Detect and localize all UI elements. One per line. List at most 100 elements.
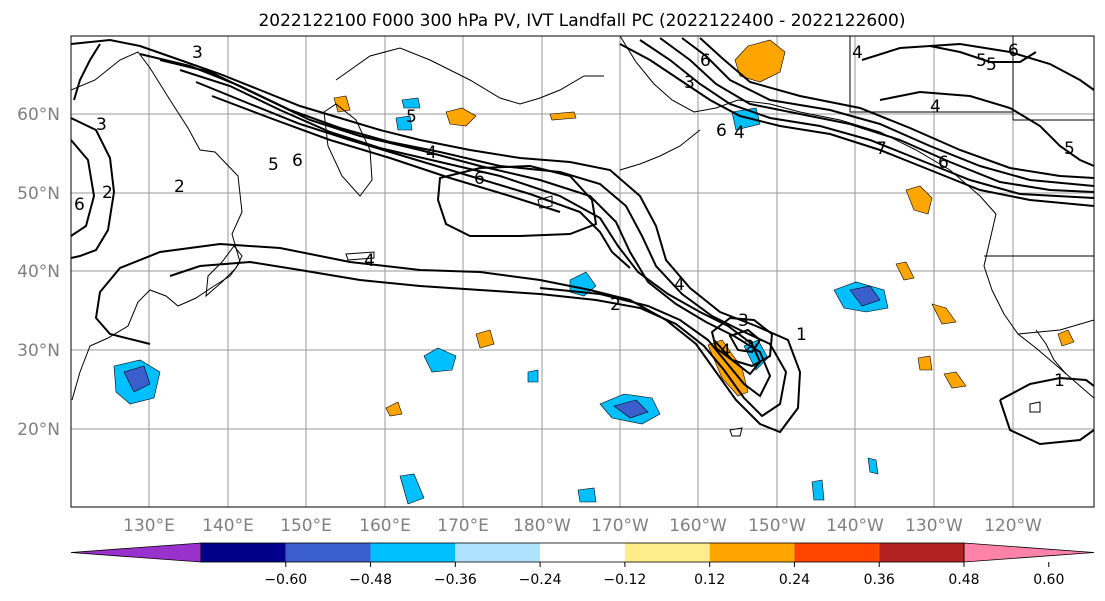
contour-label: 5: [1064, 139, 1075, 159]
pv-contour: [710, 316, 774, 368]
pv-contour: [879, 90, 1094, 167]
pc-negative-area: [811, 479, 825, 501]
pc-positive-area: [905, 185, 933, 215]
colorbar-extend-low: [70, 542, 202, 563]
contour-label: 2: [610, 295, 621, 315]
latitude-labels: 60°N 50°N 40°N 30°N 20°N: [17, 105, 60, 440]
contour-label: 2: [102, 183, 113, 203]
colorbar-swatch: [201, 543, 286, 562]
pc-positive-area: [1057, 329, 1075, 347]
contour-label: 1: [796, 325, 807, 345]
lat-label: 20°N: [17, 420, 60, 440]
colorbar-tick-label: 0.48: [948, 572, 979, 588]
contour-label: 6: [74, 195, 85, 215]
lat-label: 30°N: [17, 341, 60, 361]
contour-label: 5: [268, 155, 279, 175]
colorbar-extend-high: [963, 542, 1095, 563]
lon-label: 130°W: [905, 516, 963, 536]
contour-label: 2: [174, 177, 185, 197]
pv-contour: [929, 45, 1037, 63]
contour-label: 4: [734, 123, 745, 143]
colorbar-tick-label: −0.24: [519, 572, 562, 588]
pc-positive-area: [707, 339, 749, 397]
coastline-chukotka: [335, 47, 604, 105]
contour-label: 3: [684, 73, 695, 93]
colorbar-tick-label: 0.60: [1033, 572, 1064, 588]
contour-label: 3: [96, 115, 107, 135]
lon-label: 160°E: [359, 516, 411, 536]
lon-label: 150°E: [280, 516, 332, 536]
contour-label: 1: [1054, 371, 1065, 391]
pv-contour: [71, 38, 802, 434]
colorbar-tick-label: −0.12: [603, 572, 646, 588]
pc-positive-area: [931, 303, 957, 325]
colorbar-swatch: [370, 543, 456, 562]
coastline-alaska-pen: [619, 129, 701, 171]
contour-label: 3: [738, 311, 749, 331]
lat-label: 50°N: [17, 184, 60, 204]
pc-positive-area: [895, 261, 915, 281]
contour-label: 5: [976, 51, 987, 71]
pc-positive-area: [943, 371, 967, 389]
pc-negative-area: [399, 473, 425, 505]
pv-contour: [699, 37, 1094, 179]
pv-contour: [639, 39, 1094, 199]
coastline-japan: [205, 245, 243, 298]
contour-label: 4: [364, 251, 375, 271]
colorbar-swatch: [455, 543, 541, 562]
contour-label: 4: [720, 341, 731, 361]
pc-negative-area: [613, 399, 649, 419]
pc-positive-area: [445, 107, 477, 127]
colorbar-tick-label: 0.24: [779, 572, 810, 588]
pc-negative-area: [577, 487, 597, 503]
lat-label: 40°N: [17, 262, 60, 282]
colorbar-swatch: [285, 543, 371, 562]
pc-negative-area: [123, 365, 151, 393]
coastline-baja: [1035, 329, 1067, 375]
lon-label: 170°E: [437, 516, 489, 536]
colorbar-swatch: [709, 543, 795, 562]
colorbar-tick-label: −0.60: [264, 572, 307, 588]
pv-contours: [71, 37, 1094, 446]
map-frame: [70, 35, 1095, 508]
colorbar-tick-label: −0.36: [434, 572, 477, 588]
pv-contour: [139, 53, 788, 418]
colorbar-tick-label: −0.48: [349, 572, 392, 588]
coastline-alaska: [619, 36, 997, 215]
pc-positive-area: [475, 329, 495, 349]
lon-label: 130°E: [123, 516, 175, 536]
lon-label: 120°W: [984, 516, 1042, 536]
contour-label: 7: [876, 139, 887, 159]
pv-contour: [681, 37, 1094, 187]
pc-negative-area: [423, 347, 457, 373]
longitude-labels: 130°E 140°E 150°E 160°E 170°E 180°W 170°…: [123, 516, 1042, 536]
pc-positive-area: [333, 95, 351, 113]
pc-negative-area: [401, 97, 421, 109]
contour-labels: 3 3 2 5 6 6 2 6 4 5 6 4 6 3 5 6 4 5 4 7 …: [74, 41, 1075, 391]
contour-label: 2: [744, 337, 755, 357]
contour-label: 6: [938, 153, 949, 173]
colorbar-swatch: [794, 543, 880, 562]
map-panel: 3 3 2 5 6 6 2 6 4 5 6 4 6 3 5 6 4 5 4 7 …: [71, 36, 1094, 507]
pv-contour: [619, 43, 1094, 207]
pv-contour: [195, 81, 631, 269]
lon-label: 170°W: [591, 516, 649, 536]
island: [729, 427, 743, 437]
chart-title: 2022122100 F000 300 hPa PV, IVT Landfall…: [258, 11, 905, 31]
lon-label: 150°W: [748, 516, 806, 536]
lon-label: 180°W: [513, 516, 571, 536]
contour-label: 6: [292, 151, 303, 171]
pv-contour: [71, 139, 96, 237]
pv-contour: [728, 328, 762, 354]
lat-label: 60°N: [17, 105, 60, 125]
colorbar-swatch: [879, 543, 964, 562]
contour-label: 4: [674, 275, 685, 295]
pv-contour: [436, 164, 598, 237]
pc-negative-area: [849, 285, 881, 307]
pc-negative-area: [395, 115, 413, 131]
colorbar-swatch: [624, 543, 710, 562]
lon-label: 160°W: [669, 516, 727, 536]
pv-contour: [71, 117, 116, 259]
contour-label: 3: [192, 43, 203, 63]
